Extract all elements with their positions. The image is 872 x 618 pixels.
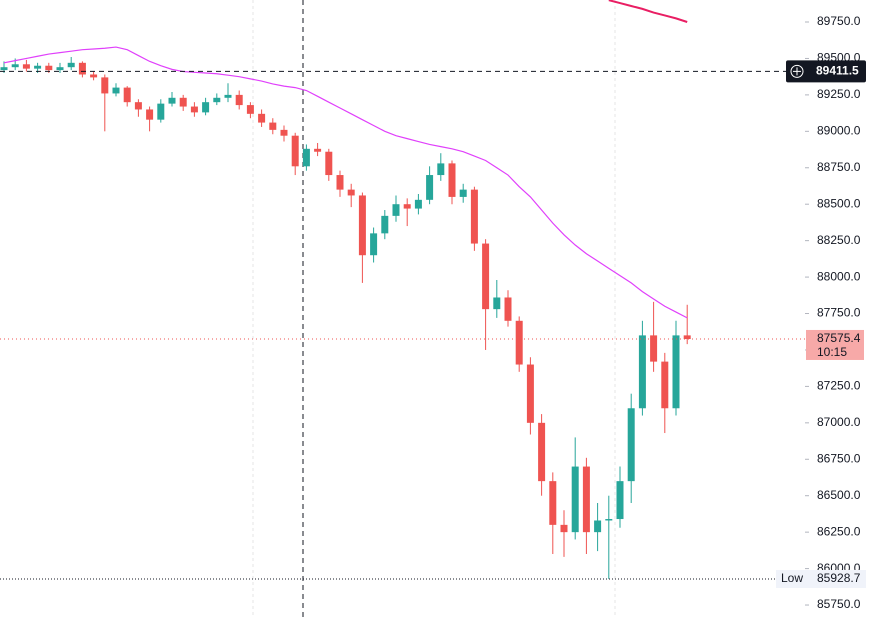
candle-body bbox=[112, 87, 120, 94]
candle-body bbox=[0, 67, 8, 71]
candle-body bbox=[683, 335, 691, 340]
candle-body bbox=[146, 109, 154, 120]
candle-body bbox=[202, 102, 210, 113]
candle-body bbox=[302, 148, 310, 167]
candle-body bbox=[336, 175, 344, 190]
candle-body bbox=[11, 64, 19, 68]
candle-body bbox=[549, 481, 557, 525]
candle-body bbox=[90, 74, 98, 78]
candle-body bbox=[101, 77, 109, 94]
candle-body bbox=[448, 163, 456, 197]
y-tick-label: 85750.0 bbox=[817, 597, 861, 611]
candle-body bbox=[459, 189, 467, 197]
candle-body bbox=[347, 189, 355, 196]
y-tick-label: 88500.0 bbox=[817, 196, 861, 210]
y-tick-label: 87750.0 bbox=[817, 306, 861, 320]
candle-body bbox=[392, 204, 400, 216]
candle-body bbox=[291, 135, 299, 167]
countdown-label: 10:15 bbox=[817, 345, 847, 359]
candle-body bbox=[560, 524, 568, 533]
candle-body bbox=[78, 62, 86, 75]
candle-body bbox=[325, 151, 333, 176]
candle-body bbox=[504, 297, 512, 321]
indicator-line bbox=[3, 46, 688, 319]
low-price-box bbox=[806, 569, 866, 588]
candle-body bbox=[235, 94, 243, 106]
candle-body bbox=[650, 335, 658, 362]
y-tick-label: 86250.0 bbox=[817, 524, 861, 538]
candle-body bbox=[258, 113, 266, 123]
candle-body bbox=[403, 204, 411, 209]
candle-body bbox=[134, 102, 142, 110]
y-tick-label: 88250.0 bbox=[817, 233, 861, 247]
candle-body bbox=[179, 97, 187, 107]
candle-body bbox=[571, 466, 579, 533]
y-tick-label: 86750.0 bbox=[817, 451, 861, 465]
candle-body bbox=[414, 199, 422, 209]
candle-body bbox=[616, 481, 624, 520]
candle-body bbox=[358, 195, 366, 256]
candle-body bbox=[627, 408, 635, 482]
candle-body bbox=[157, 103, 165, 120]
candle-body bbox=[224, 94, 232, 98]
candle-body bbox=[34, 65, 42, 69]
candle-body bbox=[381, 215, 389, 234]
y-tick-label: 86500.0 bbox=[817, 488, 861, 502]
last-price-box bbox=[806, 329, 864, 360]
candle-body bbox=[493, 297, 501, 310]
y-tick-label: 88000.0 bbox=[817, 269, 861, 283]
candle-body bbox=[426, 175, 434, 200]
candle-body bbox=[594, 520, 602, 533]
candle-body bbox=[672, 335, 680, 409]
candle-body bbox=[582, 466, 590, 533]
candle-body bbox=[280, 129, 288, 136]
low-price-label: 85928.7 bbox=[817, 571, 861, 585]
candle-body bbox=[67, 62, 75, 68]
y-tick-label: 89250.0 bbox=[817, 87, 861, 101]
candle-body bbox=[246, 105, 254, 114]
indicator-line bbox=[608, 0, 688, 23]
candle-body bbox=[437, 163, 445, 176]
candle-body bbox=[661, 361, 669, 409]
candle-body bbox=[190, 106, 198, 113]
candle-body bbox=[269, 122, 277, 130]
low-text: Low bbox=[781, 571, 803, 585]
candle-body bbox=[470, 189, 478, 244]
crosshair-box bbox=[786, 60, 866, 83]
candle-body bbox=[213, 97, 221, 103]
y-tick-label: 87000.0 bbox=[817, 415, 861, 429]
low-box bbox=[776, 569, 806, 588]
y-tick-label: 88750.0 bbox=[817, 160, 861, 174]
crosshair-label: 89411.5 bbox=[816, 64, 859, 78]
candle-body bbox=[22, 64, 30, 69]
crosshair-plus bbox=[790, 64, 804, 78]
candle-body bbox=[538, 422, 546, 482]
candle-body bbox=[56, 67, 64, 71]
y-tick-label: 89000.0 bbox=[817, 123, 861, 137]
candle-body bbox=[526, 364, 534, 423]
candle-body bbox=[168, 97, 176, 104]
last-price-label: 87575.4 bbox=[817, 331, 861, 345]
candle-body bbox=[605, 519, 613, 521]
candle-body bbox=[123, 87, 131, 103]
candle-body bbox=[314, 148, 322, 152]
y-tick-label: 89750.0 bbox=[817, 14, 861, 28]
y-tick-label: 87250.0 bbox=[817, 379, 861, 393]
candle-body bbox=[515, 320, 523, 365]
crosshair-plus-sign bbox=[793, 67, 801, 76]
candle-body bbox=[638, 335, 646, 409]
candle-body bbox=[482, 243, 490, 310]
candle-body bbox=[370, 233, 378, 256]
candle-body bbox=[45, 65, 53, 71]
